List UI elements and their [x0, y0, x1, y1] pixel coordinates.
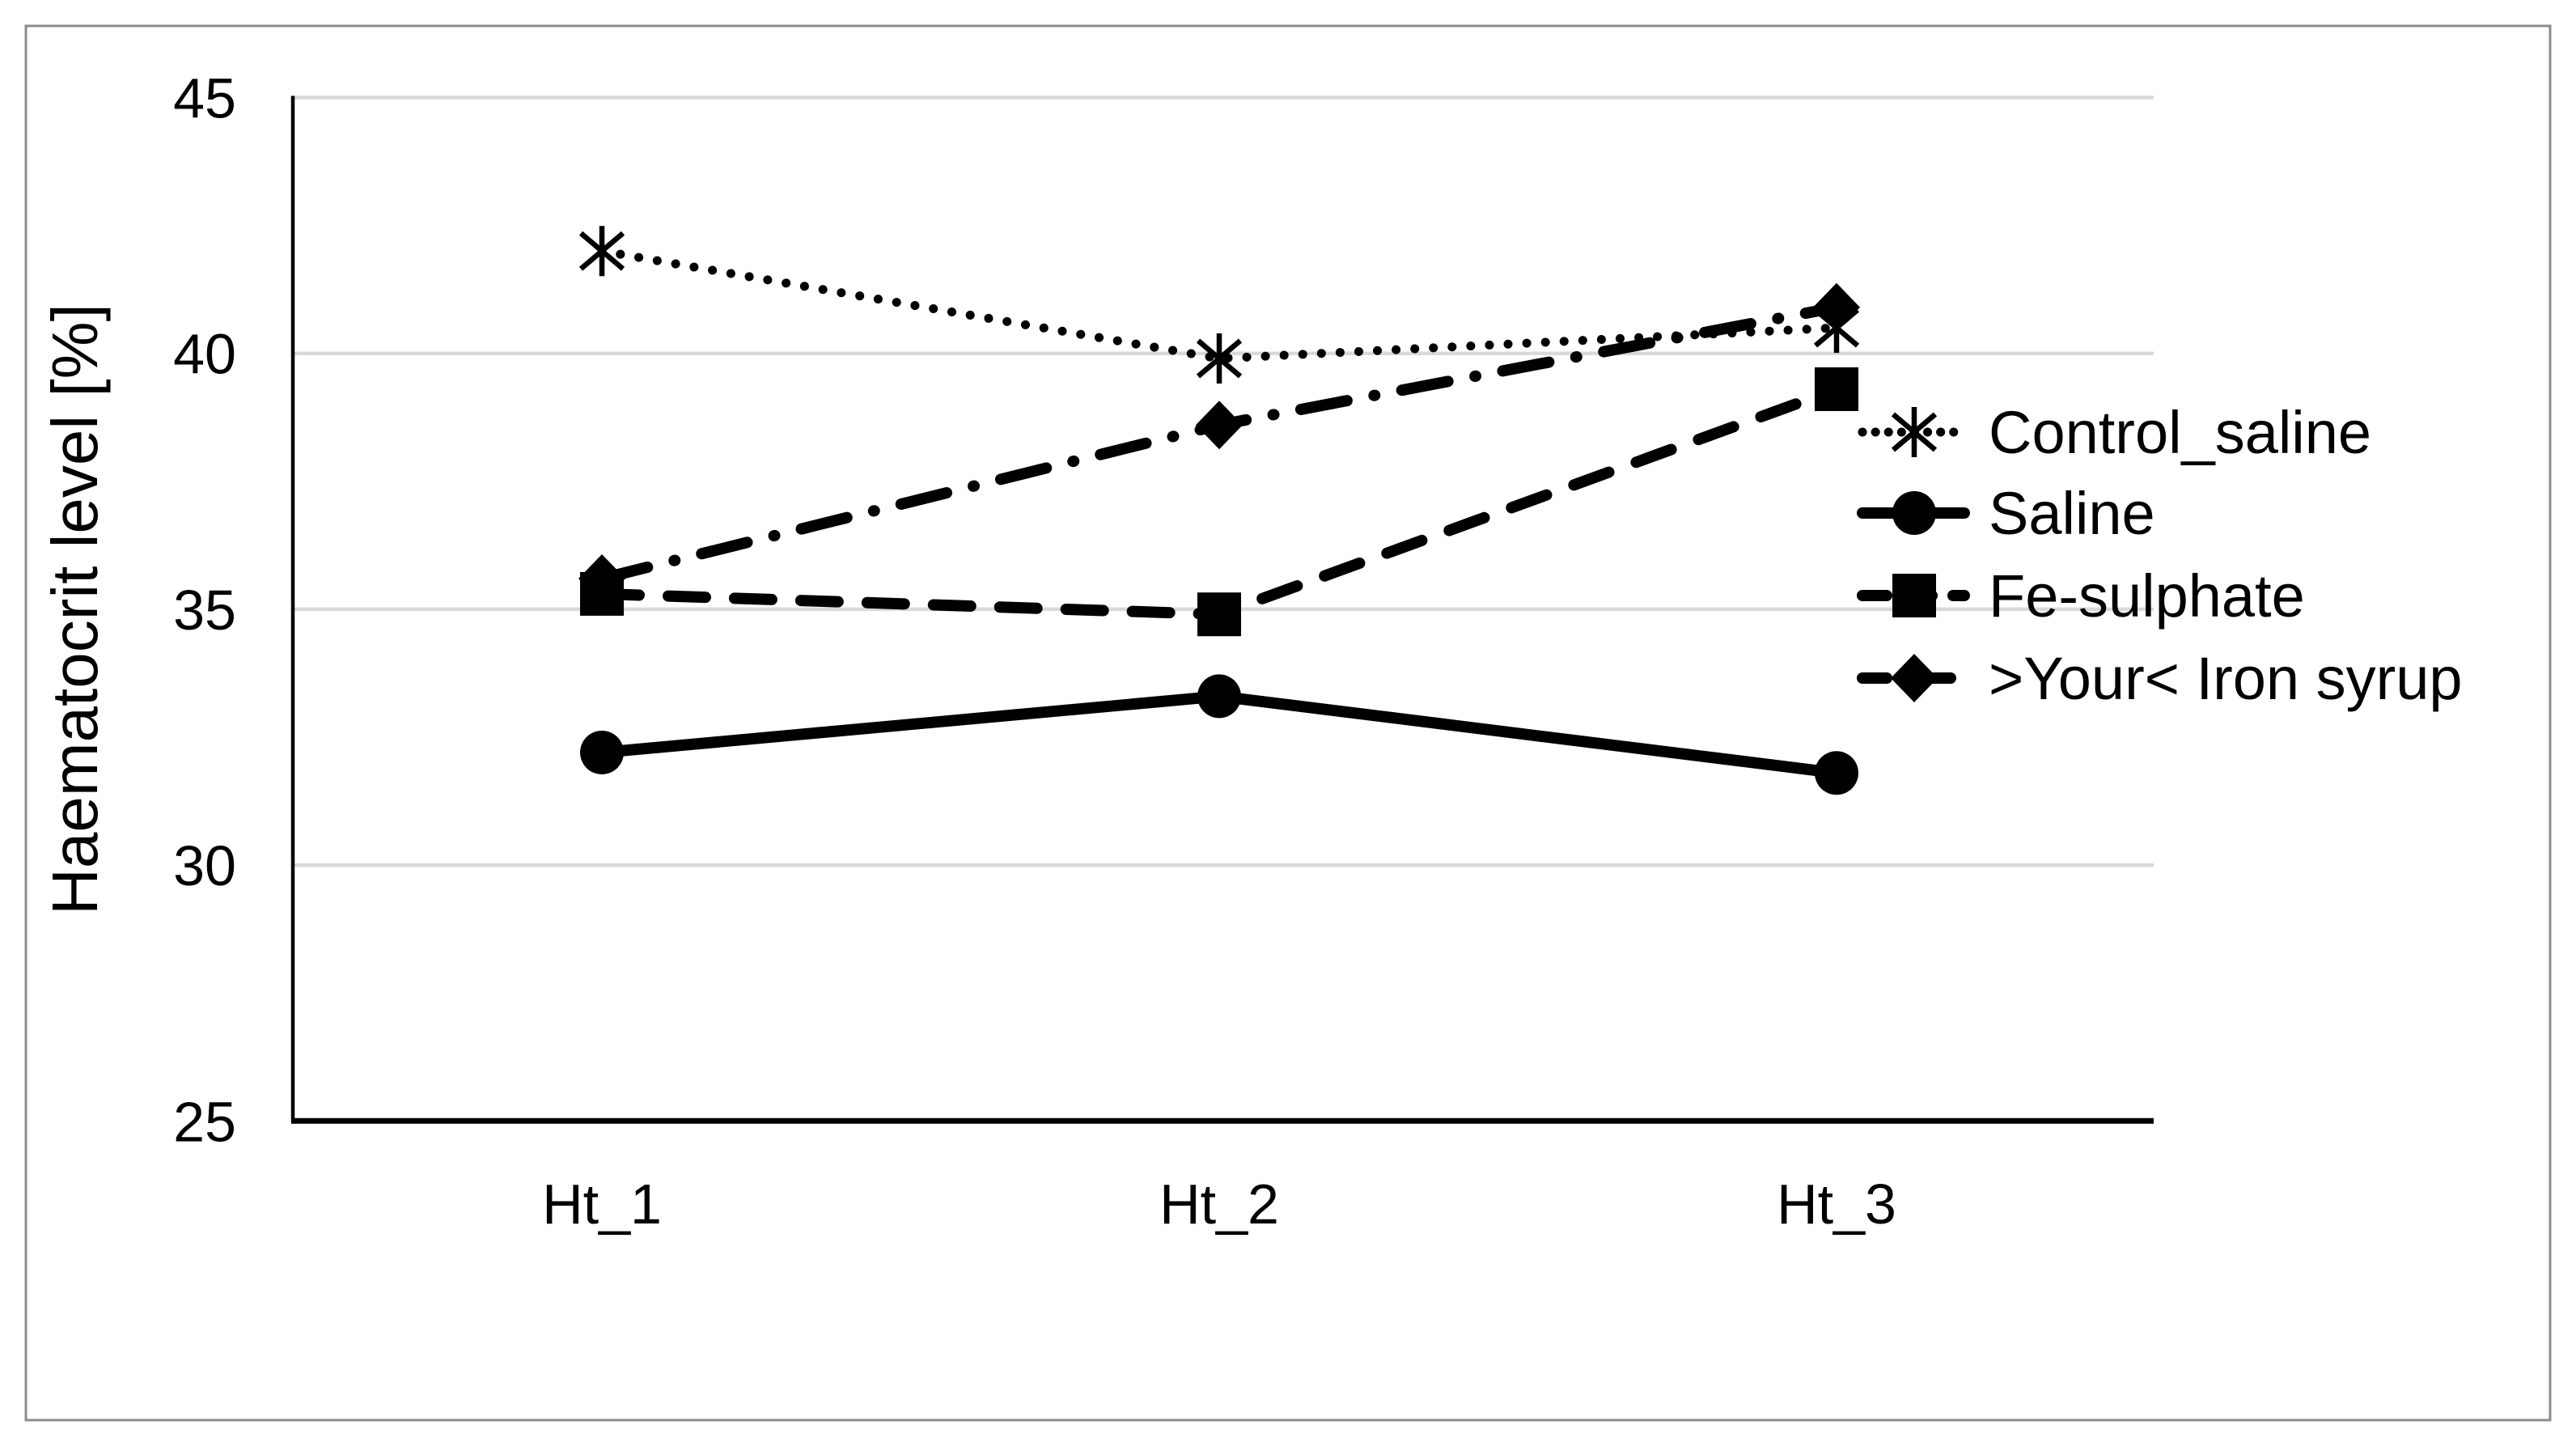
legend-label: Fe-sulphate	[1989, 562, 2305, 630]
figure-border	[24, 24, 2552, 1422]
y-tick-label-30: 30	[173, 834, 236, 897]
asterisk-marker-icon	[578, 231, 625, 271]
legend-marker	[1892, 491, 1936, 535]
y-tick-label-40: 40	[173, 323, 236, 386]
diamond-marker-icon	[578, 553, 625, 603]
y-axis-title: Haematocrit level [%]	[39, 303, 111, 915]
y-tick-label-25: 25	[173, 1090, 236, 1153]
circle-marker-icon	[1197, 674, 1241, 719]
data-point-marker	[578, 553, 625, 603]
data-point-marker	[1196, 333, 1243, 384]
series-4	[578, 282, 1860, 603]
circle-marker-icon	[1815, 751, 1858, 795]
series-1	[578, 226, 1860, 384]
diamond-marker-icon	[1196, 401, 1243, 450]
data-point-marker	[1196, 401, 1243, 450]
x-tick-label-Ht_1: Ht_1	[542, 1172, 662, 1236]
square-marker-icon	[1892, 574, 1936, 617]
data-point-marker	[1813, 282, 1860, 332]
circle-marker-icon	[1892, 491, 1936, 535]
legend-marker	[1891, 654, 1938, 702]
circle-marker-icon	[580, 730, 624, 774]
y-tick-label-35: 35	[173, 579, 236, 642]
square-marker-icon	[1815, 367, 1858, 411]
legend-item: >Your< Iron syrup	[1857, 645, 2463, 712]
legend-label: Saline	[1989, 480, 2155, 547]
diamond-marker-icon	[1813, 282, 1860, 332]
asterisk-marker-icon	[1196, 338, 1243, 379]
data-point-marker	[1197, 592, 1241, 637]
series-2	[580, 674, 1858, 795]
asterisk-marker-icon	[1891, 412, 1938, 452]
data-point-marker	[1815, 367, 1858, 411]
legend-label: >Your< Iron syrup	[1989, 645, 2463, 712]
data-point-marker	[578, 226, 625, 277]
legend-label: Control_saline	[1989, 399, 2371, 466]
diamond-marker-icon	[1891, 654, 1938, 702]
data-point-marker	[1197, 674, 1241, 719]
series-line	[597, 246, 1841, 363]
data-point-marker	[1815, 751, 1858, 795]
legend-item: Saline	[1857, 480, 2155, 547]
legend-item: Fe-sulphate	[1857, 562, 2305, 630]
legend-marker	[1892, 574, 1936, 617]
y-tick-label-45: 45	[173, 67, 236, 130]
legend-marker	[1891, 407, 1938, 457]
square-marker-icon	[1197, 592, 1241, 637]
legend-item: Control_saline	[1858, 399, 2371, 466]
x-tick-label-Ht_3: Ht_3	[1777, 1172, 1896, 1236]
data-point-marker	[580, 730, 624, 774]
x-tick-label-Ht_2: Ht_2	[1159, 1172, 1279, 1236]
